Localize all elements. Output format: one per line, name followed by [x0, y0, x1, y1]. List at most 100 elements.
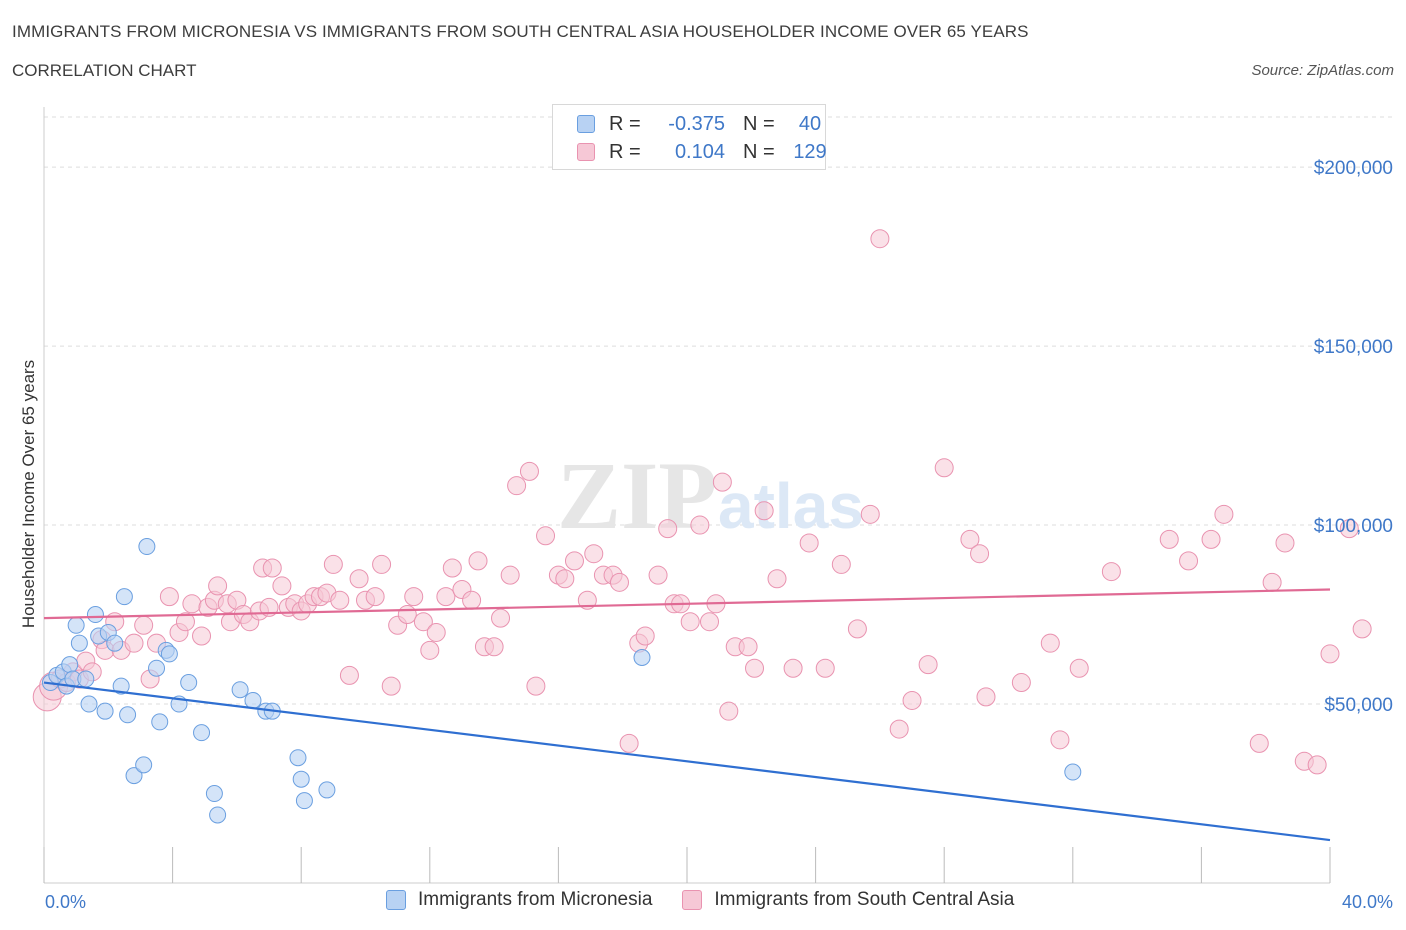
data-point-south-central-asia [323, 554, 343, 574]
data-point-south-central-asia [712, 472, 732, 492]
data-point-south-central-asia [1011, 673, 1031, 693]
series-micronesia-points [41, 538, 1082, 824]
chart-subtitle: CORRELATION CHART [12, 61, 197, 80]
legend-swatch-south-central-asia [577, 143, 595, 161]
watermark-atlas: atlas [718, 470, 864, 542]
data-point-south-central-asia [1320, 644, 1340, 664]
legend-n-value: 129 [793, 140, 827, 163]
data-point-micronesia [289, 749, 307, 767]
data-point-south-central-asia [442, 558, 462, 578]
data-point-micronesia [112, 677, 130, 695]
data-point-micronesia [292, 770, 310, 788]
data-point-south-central-asia [134, 615, 154, 635]
data-point-south-central-asia [175, 612, 195, 632]
data-point-south-central-asia [918, 655, 938, 675]
data-point-micronesia [125, 767, 143, 785]
data-point-south-central-asia [658, 519, 678, 539]
data-point-south-central-asia [462, 590, 482, 610]
data-point-south-central-asia [159, 587, 179, 607]
data-point-south-central-asia [526, 676, 546, 696]
data-point-south-central-asia [1214, 504, 1234, 524]
data-point-south-central-asia [870, 229, 890, 249]
data-point-south-central-asia [564, 551, 584, 571]
data-point-micronesia [209, 806, 227, 824]
data-point-south-central-asia [491, 608, 511, 628]
data-point-micronesia [67, 616, 85, 634]
data-point-micronesia [115, 588, 133, 606]
data-point-south-central-asia [404, 587, 424, 607]
legend-r-label: R = [609, 140, 641, 163]
data-point-south-central-asia [815, 658, 835, 678]
source-label: Source: ZipAtlas.com [1251, 62, 1394, 79]
chart-title: IMMIGRANTS FROM MICRONESIA VS IMMIGRANTS… [12, 22, 1029, 41]
data-point-micronesia [138, 538, 156, 556]
data-point-south-central-asia [426, 622, 446, 642]
data-point-micronesia [151, 713, 169, 731]
data-point-south-central-asia [182, 594, 202, 614]
legend-item-micronesia[interactable]: Immigrants from Micronesia [386, 889, 652, 911]
data-point-micronesia [633, 648, 651, 666]
data-point-micronesia [77, 670, 95, 688]
data-point-south-central-asia [436, 587, 456, 607]
data-point-micronesia [180, 674, 198, 692]
data-point-micronesia [86, 606, 104, 624]
data-point-south-central-asia [1201, 529, 1221, 549]
data-point-micronesia [61, 656, 79, 674]
data-point-south-central-asia [1339, 519, 1359, 539]
data-point-south-central-asia [124, 633, 144, 653]
data-point-south-central-asia [860, 504, 880, 524]
data-point-south-central-asia [783, 658, 803, 678]
legend-swatch-south-central-asia [682, 890, 703, 910]
data-point-south-central-asia [619, 733, 639, 753]
data-point-micronesia [244, 691, 262, 709]
trend-line-south-central-asia [43, 588, 1331, 620]
data-point-south-central-asia [799, 533, 819, 553]
data-point-south-central-asia [420, 640, 440, 660]
legend-swatch-micronesia [386, 890, 406, 910]
data-point-micronesia [205, 785, 223, 803]
data-point-south-central-asia [767, 569, 787, 589]
data-point-micronesia [193, 724, 211, 742]
data-point-south-central-asia [847, 619, 867, 639]
data-point-south-central-asia [468, 551, 488, 571]
data-point-micronesia [80, 695, 98, 713]
data-point-micronesia [231, 681, 249, 699]
data-point-south-central-asia [1101, 562, 1121, 582]
data-point-micronesia [119, 706, 137, 724]
data-point-south-central-asia [745, 658, 765, 678]
series-legend: Immigrants from Micronesia Immigrants fr… [386, 889, 1044, 911]
data-point-south-central-asia [1069, 658, 1089, 678]
y-tick-label: $150,000 [1314, 337, 1393, 358]
y-tick-label: $200,000 [1314, 158, 1393, 179]
data-point-south-central-asia [1159, 529, 1179, 549]
y-tick-label: $50,000 [1324, 695, 1393, 716]
legend-item-south-central-asia[interactable]: Immigrants from South Central Asia [682, 889, 1014, 911]
data-point-south-central-asia [349, 569, 369, 589]
data-point-south-central-asia [577, 590, 597, 610]
data-point-south-central-asia [635, 626, 655, 646]
legend-swatch-micronesia [577, 115, 595, 133]
data-point-micronesia [70, 634, 88, 652]
legend-label-south-central-asia: Immigrants from South Central Asia [714, 889, 1015, 910]
x-tick-label-left: 0.0% [45, 892, 86, 912]
data-point-south-central-asia [1352, 619, 1372, 639]
data-point-south-central-asia [690, 515, 710, 535]
data-point-south-central-asia [192, 626, 212, 646]
data-point-south-central-asia [519, 461, 539, 481]
legend-row-micronesia: R = -0.375 N = 40 [577, 112, 833, 136]
data-point-south-central-asia [381, 676, 401, 696]
legend-r-label: R = [609, 112, 641, 135]
legend-r-value: -0.375 [668, 112, 725, 135]
data-point-south-central-asia [719, 701, 739, 721]
data-point-south-central-asia [934, 458, 954, 478]
data-point-south-central-asia [1040, 633, 1060, 653]
data-point-south-central-asia [680, 612, 700, 632]
data-point-south-central-asia [648, 565, 668, 585]
data-point-south-central-asia [500, 565, 520, 585]
legend-row-south-central-asia: R = 0.104 N = 129 [577, 140, 833, 164]
data-point-micronesia [96, 702, 114, 720]
data-point-south-central-asia [330, 590, 350, 610]
data-point-south-central-asia [413, 612, 433, 632]
data-point-south-central-asia [1307, 755, 1327, 775]
